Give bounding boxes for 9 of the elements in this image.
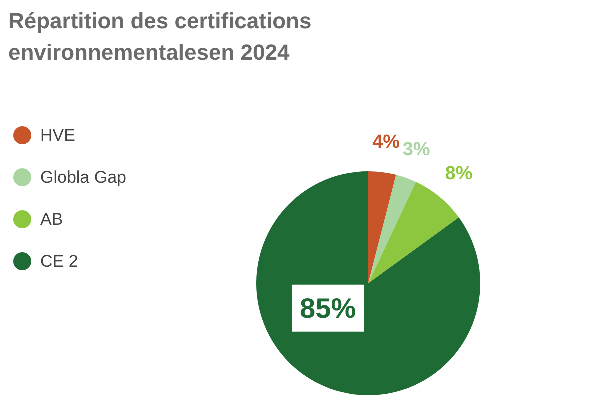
legend-label: CE 2	[40, 252, 78, 271]
data-label: 8%	[445, 164, 473, 185]
chart-title: Répartition des certifications environnementalesen 2024	[8, 8, 312, 65]
legend-label: HVE	[40, 126, 76, 145]
data-label: 3%	[402, 139, 430, 160]
legend-label: AB	[40, 210, 64, 229]
data-label: 4%	[372, 132, 400, 154]
legend-label: Globla Gap	[40, 168, 126, 187]
data-label: 85%	[300, 292, 356, 324]
